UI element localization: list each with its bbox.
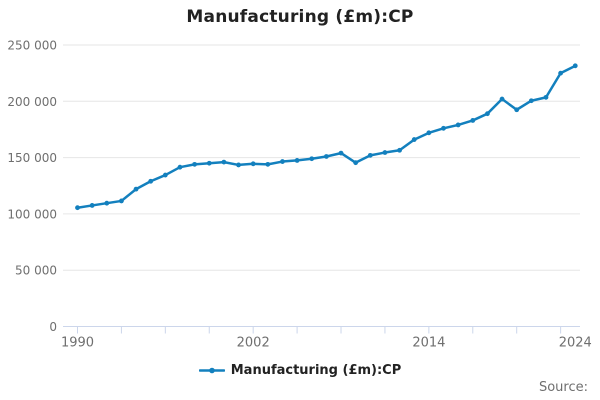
line-chart-plot-area: 250 000 200 000 150 000 100 000 50 000 0 1990 2… — [7, 39, 592, 351]
source-label: Source: — [538, 380, 588, 395]
legend-line-marker-icon — [198, 367, 225, 374]
legend[interactable]: Manufacturing (£m):CP — [0, 363, 600, 378]
svg-text:100 000: 100 000 — [7, 207, 57, 221]
svg-text:0: 0 — [49, 320, 57, 334]
y-axis-labels: 250 000 200 000 150 000 100 000 50 000 0 — [7, 39, 57, 335]
chart-title: Manufacturing (£m):CP — [186, 7, 414, 27]
svg-text:1990: 1990 — [61, 336, 94, 351]
svg-text:200 000: 200 000 — [7, 95, 57, 109]
svg-text:2002: 2002 — [237, 336, 270, 351]
svg-text:50 000: 50 000 — [15, 264, 57, 278]
series-line — [76, 64, 577, 209]
svg-text:2024: 2024 — [559, 336, 592, 351]
svg-text:150 000: 150 000 — [7, 151, 57, 165]
x-axis-ticks — [77, 326, 562, 334]
x-axis-labels: 1990 2002 2014 2024 — [61, 336, 592, 351]
svg-text:2014: 2014 — [412, 336, 445, 351]
svg-text:250 000: 250 000 — [7, 39, 57, 53]
series-markers — [75, 63, 578, 211]
legend-label: Manufacturing (£m):CP — [230, 363, 402, 378]
